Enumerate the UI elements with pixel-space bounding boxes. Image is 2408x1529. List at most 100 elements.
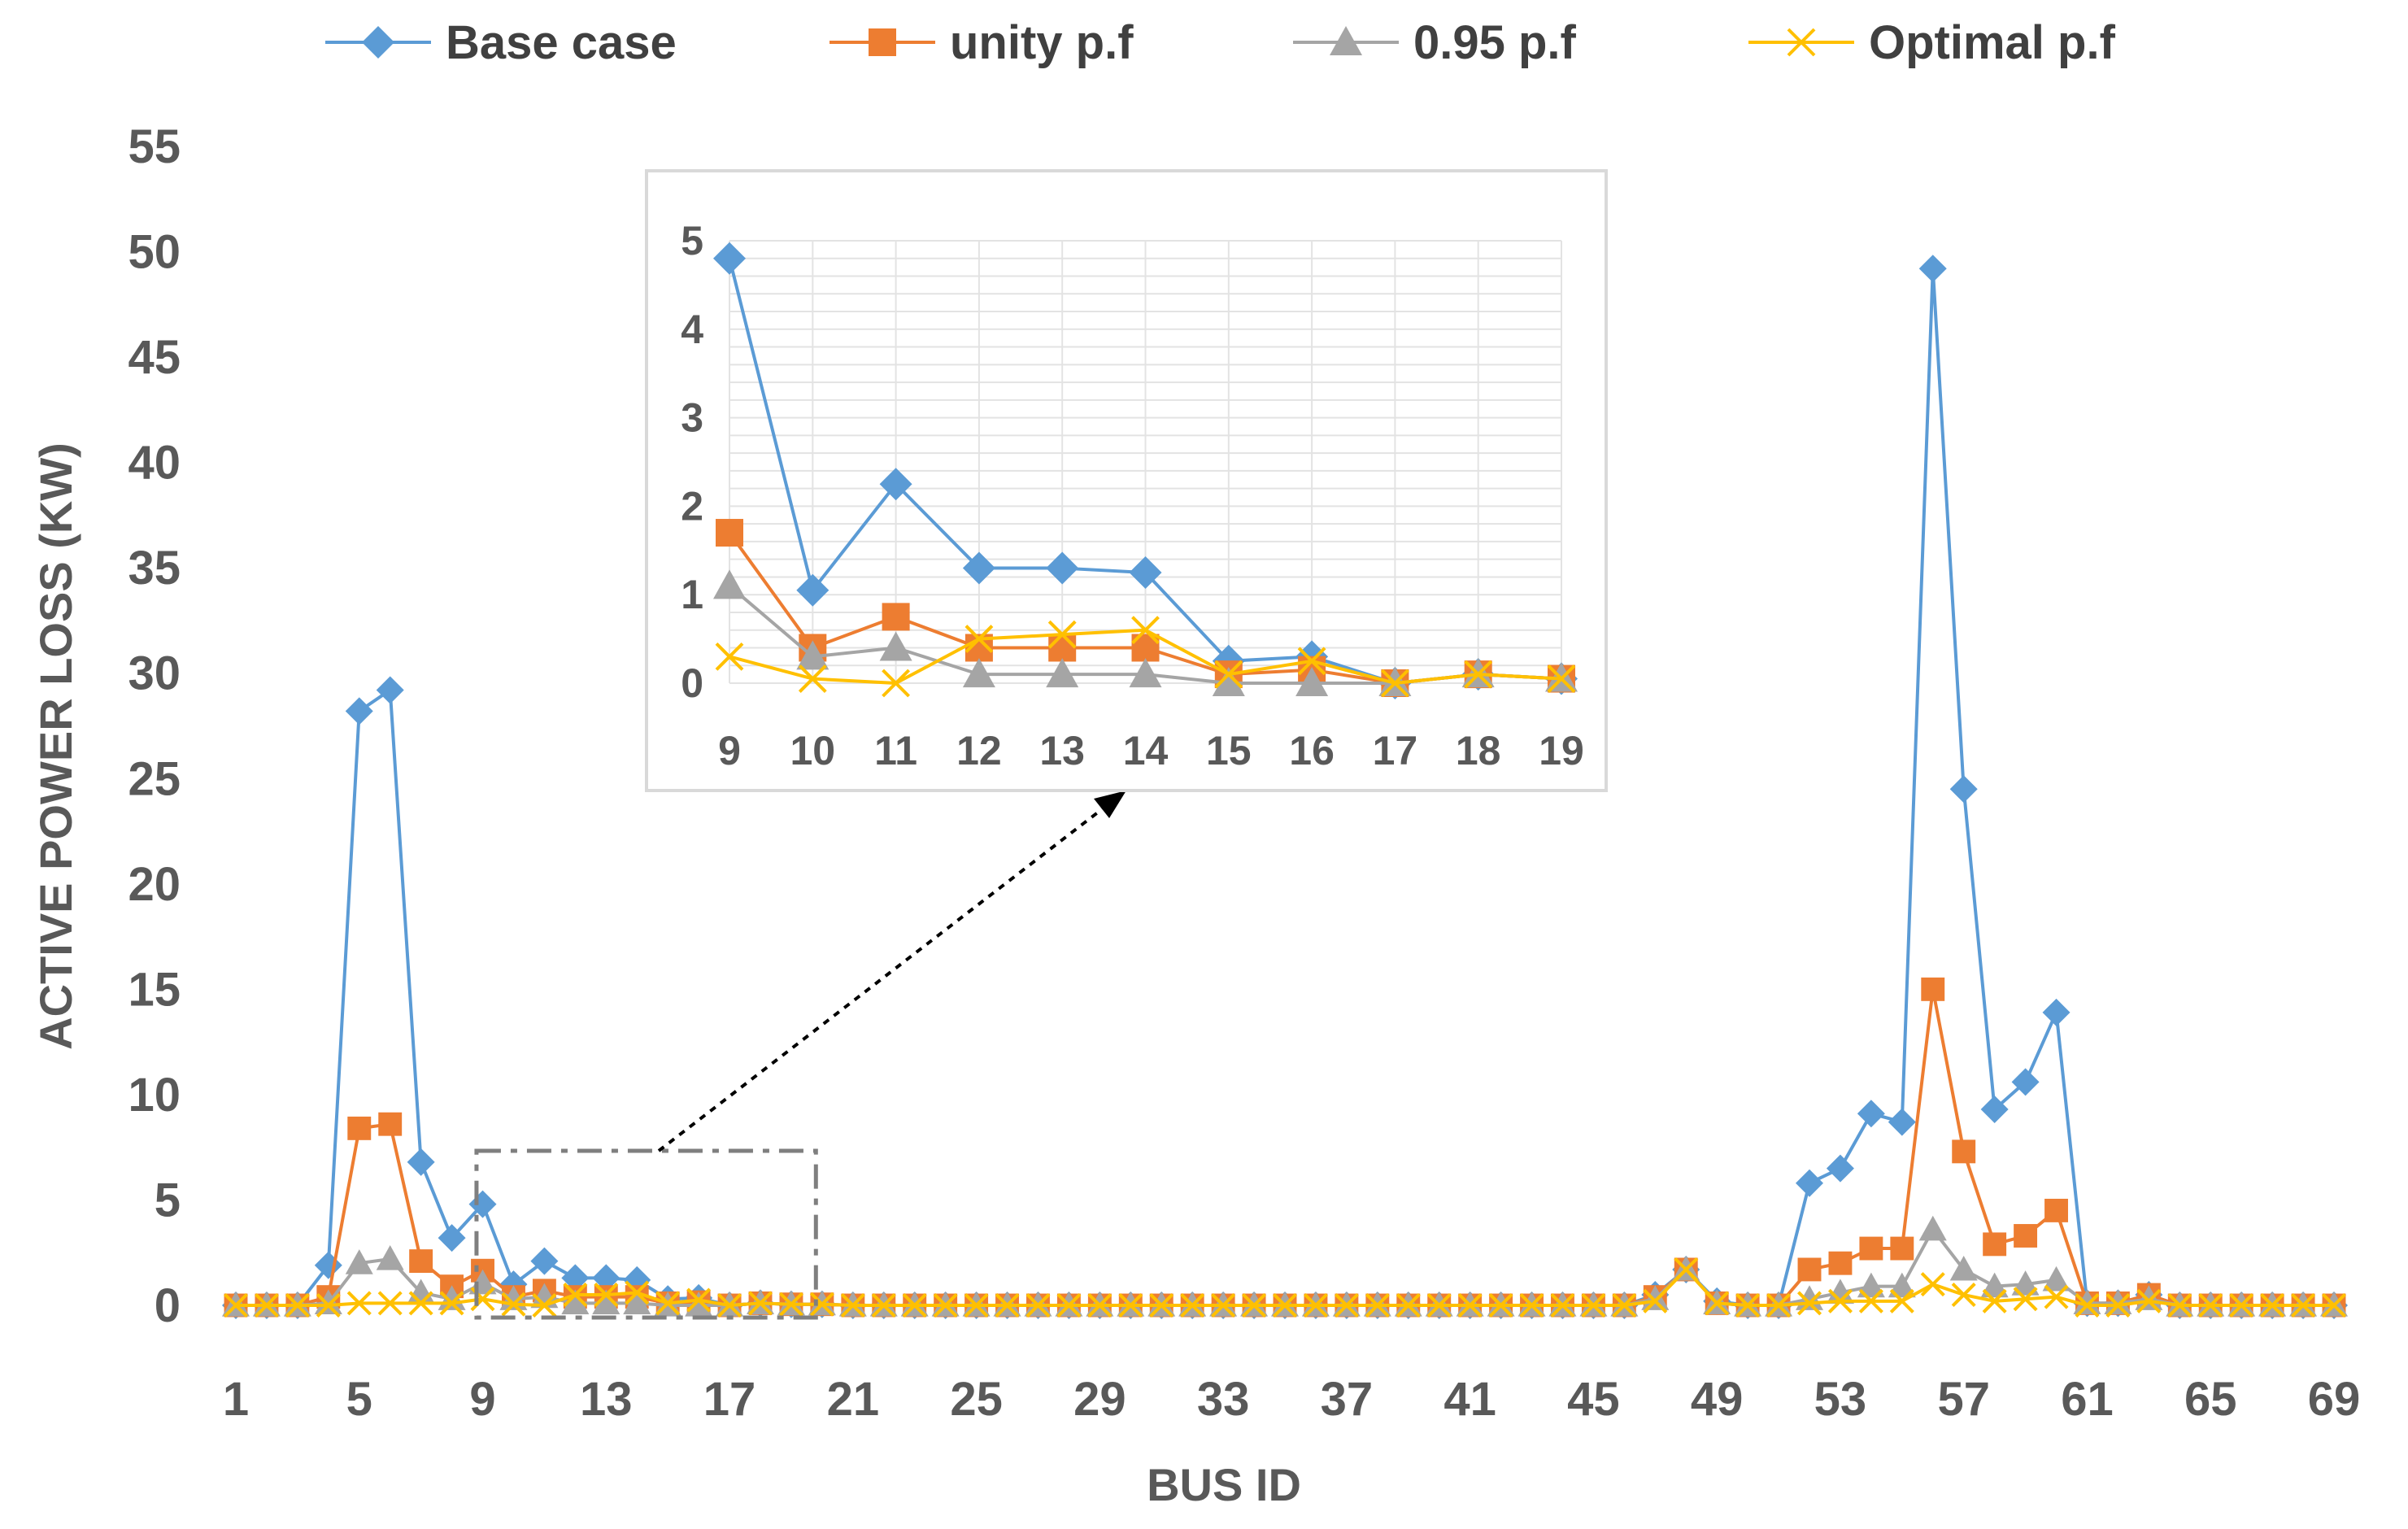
data-point-x [1858,1288,1883,1313]
data-point-diamond [376,676,404,704]
data-point-x [285,1292,310,1318]
data-point-triangle [1641,1285,1670,1310]
y-tick-label: 10 [128,1069,181,1122]
data-point-x [1488,1292,1513,1318]
inset-x-tick-label: 15 [1206,728,1252,773]
data-point-x [2167,1292,2192,1318]
legend-marker-square [869,28,896,56]
inset-y-tick-label: 1 [681,572,703,617]
data-point-triangle [1826,1279,1854,1305]
inset-data-point-triangle [796,640,830,670]
data-point-x [1303,1292,1328,1318]
inset-x-tick-label: 13 [1039,728,1085,773]
data-point-x [2260,1292,2285,1318]
y-tick-label: 45 [128,331,181,384]
inset-y-tick-label: 2 [681,483,703,529]
x-tick-label: 9 [469,1373,495,1426]
data-point-x [1827,1288,1853,1313]
x-tick-label: 21 [827,1373,880,1426]
data-point-x [2075,1292,2100,1318]
inset-data-point-x [1380,669,1409,698]
inset-data-point-diamond [1129,556,1162,589]
data-point-diamond [592,1264,621,1292]
inset-data-point-x [1547,664,1576,693]
inset-series-optimal-p-f [715,616,1576,698]
data-point-x [1426,1292,1452,1318]
legend-marker-diamond [362,26,394,59]
x-tick-label: 5 [346,1373,372,1426]
inset-x-tick-label: 19 [1539,728,1584,773]
data-point-x [1118,1292,1143,1318]
data-point-x [1705,1291,1730,1316]
data-point-square [378,1112,403,1136]
x-tick-label: 29 [1073,1373,1126,1426]
inset-data-point-x [882,669,911,698]
data-point-diamond [2042,998,2071,1026]
data-point-x [2013,1287,2038,1312]
data-point-x [747,1291,773,1316]
inset-data-point-triangle [1295,667,1329,696]
data-point-triangle [2104,1289,2132,1315]
data-point-square [1983,1232,2007,1257]
x-tick-label: 25 [950,1373,1003,1426]
x-tick-label: 41 [1443,1373,1496,1426]
data-point-x [778,1292,803,1317]
data-point-diamond [314,1251,342,1279]
y-tick-label: 50 [128,226,181,279]
data-point-x [2229,1292,2254,1318]
data-point-diamond [530,1247,559,1275]
data-point-x [933,1292,958,1318]
data-point-square [1921,977,1945,1001]
legend-item-optimal-p-f: Optimal p.f [1748,16,2116,69]
inset-x-tick-label: 18 [1456,728,1501,773]
data-point-x [1025,1292,1051,1318]
legend-marker-x [1787,28,1816,57]
x-tick-label: 53 [1814,1373,1867,1426]
x-tick-label: 13 [580,1373,633,1426]
data-point-x [871,1292,896,1318]
inset-data-point-x [1047,620,1077,649]
data-point-x [1674,1257,1699,1282]
data-point-x [1519,1292,1544,1318]
data-point-square [2014,1224,2038,1248]
y-tick-label: 35 [128,542,181,595]
data-point-x [1272,1292,1298,1318]
data-point-x [1550,1292,1575,1318]
data-point-x [1735,1292,1761,1318]
data-point-x [316,1292,341,1318]
data-point-x [1643,1288,1668,1313]
data-point-triangle [2011,1270,2040,1296]
inset-y-tick-label: 0 [681,660,703,706]
y-axis-title: ACTIVE POWER LOSS (KW) [30,442,81,1050]
inset-y-tick-label: 5 [681,218,703,264]
x-tick-label: 49 [1691,1373,1744,1426]
inset-data-point-triangle [1046,658,1079,688]
series-optimal-p-f [223,1257,2347,1318]
data-point-diamond [561,1264,590,1292]
inset-data-point-x [1214,660,1243,689]
data-point-x [1982,1288,2007,1313]
data-point-diamond [1949,775,1978,804]
y-tick-label: 55 [128,120,181,173]
y-tick-label: 0 [155,1279,181,1332]
data-point-x [501,1292,526,1317]
data-point-x [1149,1292,1174,1318]
data-point-x [1796,1291,1822,1316]
inset-data-point-diamond [962,551,995,585]
data-point-x [902,1292,927,1318]
inset-data-point-diamond [796,573,830,607]
x-tick-label: 1 [223,1373,249,1426]
data-point-x [2321,1292,2347,1318]
data-point-square [347,1116,372,1140]
data-point-x [809,1292,834,1317]
data-point-triangle [2042,1265,2071,1292]
data-point-x [377,1291,403,1316]
y-tick-label: 30 [128,647,181,700]
data-point-square [409,1249,433,1274]
data-point-x [1396,1292,1421,1318]
data-point-diamond [1888,1108,1916,1136]
data-point-x [2136,1288,2162,1313]
inset-data-point-x [965,625,994,654]
legend-label: 0.95 p.f [1413,16,1577,69]
legend-item-unity-p-f: unity p.f [830,16,1134,69]
